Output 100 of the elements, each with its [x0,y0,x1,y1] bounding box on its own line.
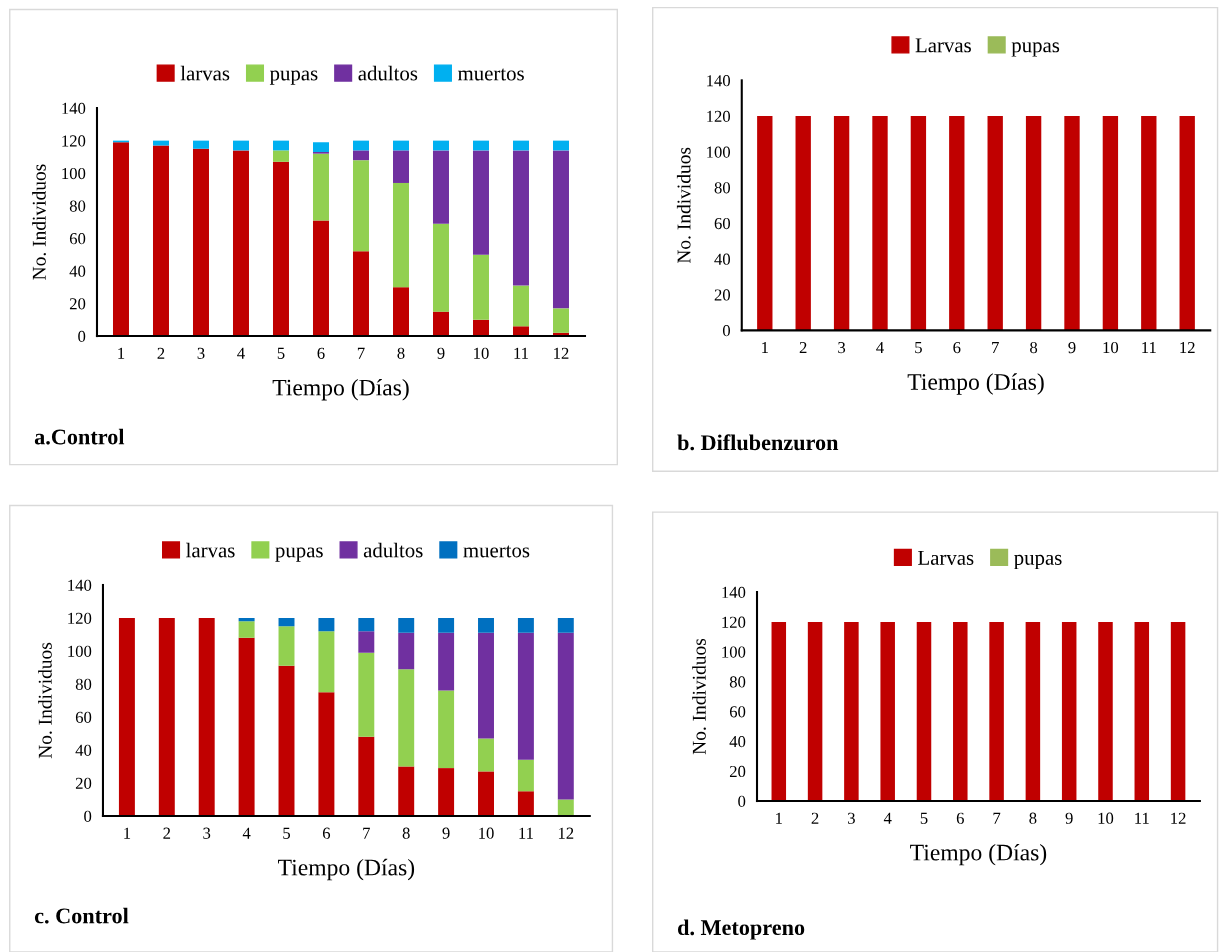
bar [318,631,335,693]
bar [438,618,455,633]
bar [358,652,375,737]
bar [112,142,129,337]
bar [358,736,375,816]
bar [272,161,289,337]
text: a.Control [34,428,125,445]
y-tick-label: 80 [69,200,86,212]
bar [318,692,335,816]
y-tick-label: 100 [62,167,86,180]
bar [552,150,569,309]
legend-label: pupas [1014,554,1062,570]
y-axis-title: No. Individuos [692,638,706,755]
bar [392,182,409,288]
legend-label: adultos [363,542,423,558]
bar [512,140,529,151]
bar [192,148,209,337]
legend-label: larvas [186,542,235,558]
bar [352,251,369,337]
bar [557,799,574,816]
x-tick-label: 6 [953,341,961,354]
y-tick-label: 40 [75,744,92,756]
bar [438,690,455,769]
y-tick-label: 0 [738,795,746,807]
y-tick-label: 140 [62,102,86,114]
bar [392,140,409,151]
bar [517,791,534,816]
x-tick-label: 7 [993,812,1001,824]
bar [192,140,209,149]
bar [198,618,215,816]
bar [158,618,175,816]
x-tick-label: 9 [1068,341,1076,354]
bar [278,618,295,627]
y-tick-label: 80 [729,676,746,688]
bar [392,150,409,183]
y-axis-title: No. Individuos [676,147,691,264]
x-tick-label: 6 [317,347,325,359]
x-tick-label: 2 [163,827,171,839]
bar [472,254,489,320]
bar [232,150,249,337]
bar [478,618,494,633]
bar [517,618,534,633]
x-axis-title: Tiempo (Días) [907,373,1044,395]
bar [438,768,455,816]
bar [517,632,534,760]
bar [478,632,494,739]
bar [312,142,329,153]
x-axis-title: Tiempo (Días) [910,843,1047,866]
x-tick-label: 2 [157,347,165,359]
x-tick-label: 2 [811,812,819,824]
x-tick-label: 2 [799,341,807,354]
y-tick-label: 120 [722,616,746,628]
bar [517,759,534,792]
y-tick-label: 60 [714,217,731,230]
x-tick-label: 1 [124,827,131,839]
legend-label: larvas [180,65,230,81]
x-tick-label: 4 [242,827,251,839]
bar [352,140,369,151]
bar [478,771,494,816]
bar [398,632,415,670]
y-tick-label: 40 [69,265,86,277]
y-tick-label: 20 [729,765,746,778]
y-tick-label: 100 [707,146,731,158]
y-tick-label: 120 [707,110,731,123]
bar [398,618,415,633]
bar [232,140,249,151]
bar [472,319,489,337]
y-tick-label: 60 [729,706,746,718]
y-tick-label: 140 [707,75,731,87]
x-tick-label: 8 [1029,812,1037,824]
bar [472,150,489,255]
bar [278,626,295,666]
y-tick-label: 20 [75,777,92,789]
bar [512,150,529,286]
legend-label: adultos [358,65,418,81]
x-tick-label: 11 [514,347,529,359]
text: d. Metopreno [678,919,805,940]
x-tick-label: 9 [437,347,445,359]
x-tick-label: 10 [1098,812,1114,824]
x-tick-label: 9 [442,827,450,839]
y-tick-label: 120 [68,612,92,624]
bar [552,140,569,151]
legend-label: muertos [463,545,530,558]
x-axis-title: Tiempo (Días) [272,378,409,401]
bar [398,669,415,767]
x-tick-label: 11 [1142,342,1156,354]
x-tick-label: 3 [838,341,846,354]
bar [432,311,449,337]
bar [238,618,255,622]
y-tick-label: 80 [75,678,92,690]
bar [358,618,375,632]
bar [557,632,574,800]
x-tick-label: 5 [277,347,285,359]
x-tick-label: 1 [762,342,768,354]
x-tick-label: 11 [519,827,533,839]
y-tick-label: 80 [714,182,731,194]
y-tick-label: 60 [75,711,92,723]
y-tick-label: 100 [722,646,746,658]
x-tick-label: 8 [402,827,410,839]
bar [432,223,449,312]
